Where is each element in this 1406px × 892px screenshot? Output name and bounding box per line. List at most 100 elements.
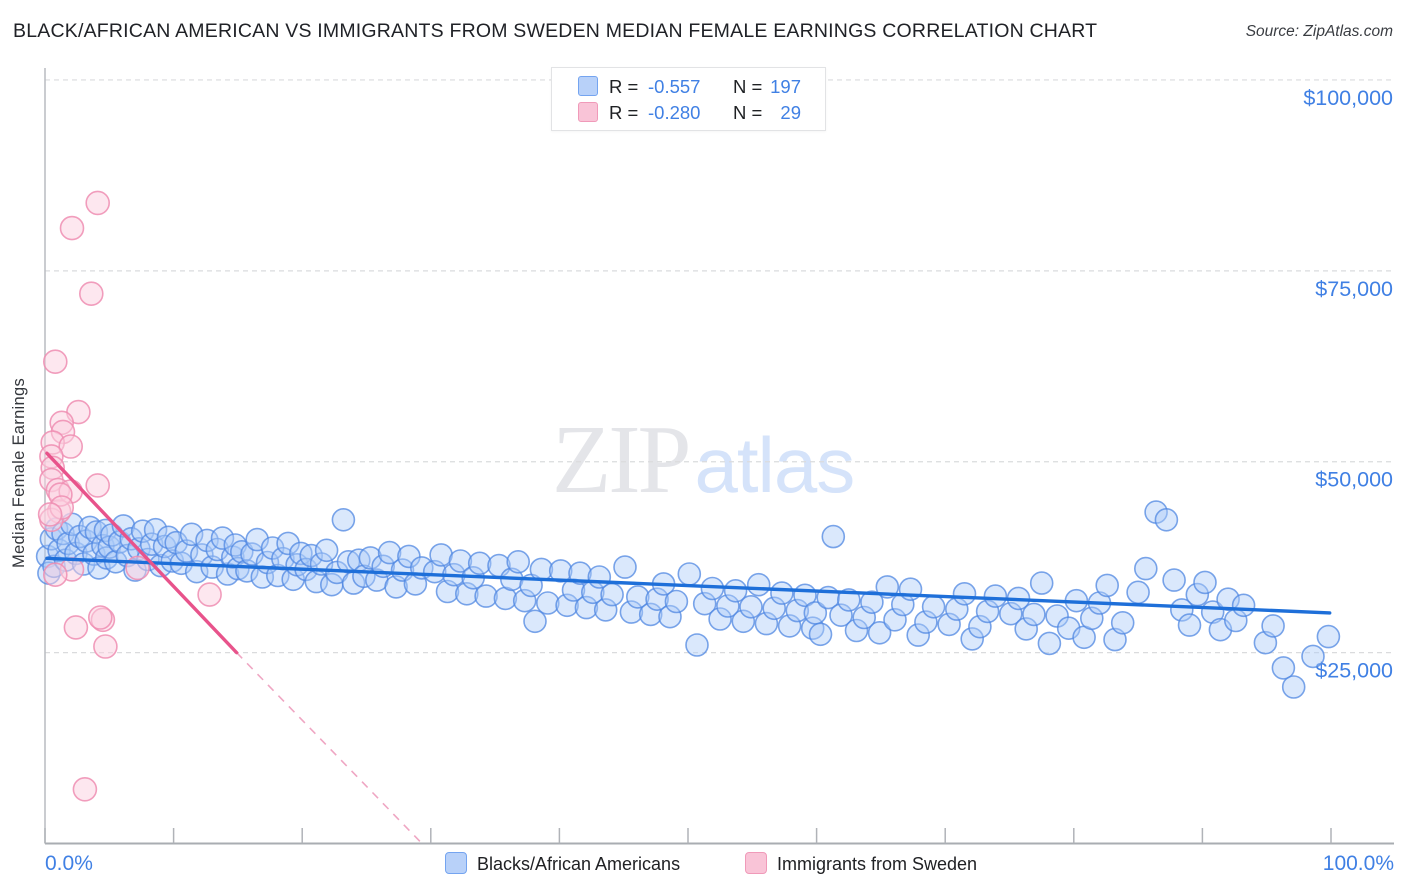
scatter-point-blacks-african-americans[interactable] bbox=[723, 578, 748, 603]
scatter-point-blacks-african-americans[interactable] bbox=[1037, 631, 1062, 656]
scatter-point-blacks-african-americans[interactable] bbox=[619, 600, 644, 624]
scatter-point-blacks-african-americans[interactable] bbox=[777, 614, 802, 638]
scatter-point-blacks-african-americans[interactable] bbox=[1029, 571, 1054, 595]
scatter-point-blacks-african-americans[interactable] bbox=[664, 589, 689, 614]
scatter-point-blacks-african-americans[interactable] bbox=[625, 585, 650, 609]
scatter-point-blacks-african-americans[interactable] bbox=[1022, 602, 1046, 627]
scatter-point-blacks-african-americans[interactable] bbox=[1177, 613, 1202, 637]
scatter-point-blacks-african-americans[interactable] bbox=[754, 611, 779, 636]
scatter-point-blacks-african-americans[interactable] bbox=[638, 602, 663, 627]
scatter-point-blacks-african-americans[interactable] bbox=[968, 614, 992, 639]
scatter-point-blacks-african-americans[interactable] bbox=[1271, 656, 1296, 680]
scatter-point-blacks-african-americans[interactable] bbox=[952, 581, 977, 606]
scatter-point-blacks-african-americans[interactable] bbox=[829, 603, 853, 628]
scatter-point-blacks-african-americans[interactable] bbox=[506, 549, 531, 574]
scatter-point-blacks-african-americans[interactable] bbox=[179, 522, 204, 547]
scatter-point-blacks-african-americans[interactable] bbox=[1261, 614, 1285, 638]
scatter-point-immigrants-sweden[interactable] bbox=[72, 776, 98, 802]
scatter-point-immigrants-sweden[interactable] bbox=[93, 634, 118, 659]
scatter-point-blacks-african-americans[interactable] bbox=[852, 605, 877, 630]
scatter-point-immigrants-sweden[interactable] bbox=[85, 473, 110, 498]
scatter-point-blacks-african-americans[interactable] bbox=[708, 607, 732, 631]
scatter-point-blacks-african-americans[interactable] bbox=[448, 549, 473, 573]
scatter-point-immigrants-sweden[interactable] bbox=[58, 434, 83, 459]
scatter-point-blacks-african-americans[interactable] bbox=[474, 584, 498, 608]
scatter-point-blacks-african-americans[interactable] bbox=[739, 594, 763, 619]
scatter-point-blacks-african-americans[interactable] bbox=[677, 562, 702, 586]
scatter-point-blacks-african-americans[interactable] bbox=[692, 591, 717, 616]
scatter-point-blacks-african-americans[interactable] bbox=[1110, 610, 1135, 635]
scatter-point-blacks-african-americans[interactable] bbox=[358, 546, 383, 570]
scatter-point-blacks-african-americans[interactable] bbox=[1316, 624, 1341, 649]
scatter-point-blacks-african-americans[interactable] bbox=[883, 607, 907, 632]
scatter-point-blacks-african-americans[interactable] bbox=[914, 610, 938, 634]
scatter-point-immigrants-sweden[interactable] bbox=[85, 190, 110, 216]
scatter-point-blacks-african-americans[interactable] bbox=[613, 555, 637, 579]
scatter-point-blacks-african-americans[interactable] bbox=[906, 623, 931, 647]
scatter-point-blacks-african-americans[interactable] bbox=[593, 598, 618, 622]
scatter-point-blacks-african-americans[interactable] bbox=[937, 612, 961, 637]
scatter-point-blacks-african-americans[interactable] bbox=[746, 572, 771, 597]
scatter-point-immigrants-sweden[interactable] bbox=[42, 349, 68, 375]
scatter-point-blacks-african-americans[interactable] bbox=[658, 604, 682, 629]
scatter-point-blacks-african-americans[interactable] bbox=[331, 507, 356, 532]
scatter-point-blacks-african-americans[interactable] bbox=[975, 599, 1000, 624]
scatter-point-blacks-african-americans[interactable] bbox=[808, 622, 833, 647]
scatter-point-immigrants-sweden[interactable] bbox=[79, 281, 104, 307]
scatter-point-blacks-african-americans[interactable] bbox=[960, 627, 985, 651]
scatter-point-immigrants-sweden[interactable] bbox=[197, 582, 222, 607]
legend-swatch-blacks bbox=[578, 76, 598, 96]
scatter-point-blacks-african-americans[interactable] bbox=[1126, 580, 1150, 605]
scatter-point-immigrants-sweden[interactable] bbox=[42, 562, 68, 588]
scatter-point-blacks-african-americans[interactable] bbox=[867, 620, 892, 645]
scatter-point-blacks-african-americans[interactable] bbox=[467, 551, 492, 576]
scatter-point-blacks-african-americans[interactable] bbox=[785, 598, 810, 623]
scatter-point-blacks-african-americans[interactable] bbox=[1162, 568, 1186, 592]
scatter-point-blacks-african-americans[interactable] bbox=[130, 519, 155, 544]
scatter-point-blacks-african-americans[interactable] bbox=[548, 559, 573, 583]
scatter-point-blacks-african-americans[interactable] bbox=[276, 531, 300, 556]
scatter-point-immigrants-sweden[interactable] bbox=[59, 215, 85, 241]
scatter-point-blacks-african-americans[interactable] bbox=[836, 588, 861, 612]
scatter-point-blacks-african-americans[interactable] bbox=[983, 584, 1008, 608]
scatter-point-blacks-african-americans[interactable] bbox=[574, 595, 599, 620]
scatter-point-blacks-african-americans[interactable] bbox=[921, 594, 946, 619]
scatter-point-blacks-african-americans[interactable] bbox=[1095, 573, 1119, 598]
scatter-point-blacks-african-americans[interactable] bbox=[1154, 507, 1179, 532]
scatter-point-blacks-african-americans[interactable] bbox=[111, 514, 136, 538]
scatter-point-immigrants-sweden[interactable] bbox=[88, 605, 113, 630]
scatter-point-blacks-african-americans[interactable] bbox=[821, 524, 846, 549]
scatter-point-blacks-african-americans[interactable] bbox=[600, 582, 624, 607]
scatter-point-blacks-african-americans[interactable] bbox=[998, 601, 1023, 626]
scatter-point-blacks-african-americans[interactable] bbox=[762, 596, 787, 621]
scatter-point-blacks-african-americans[interactable] bbox=[860, 590, 884, 615]
scatter-point-blacks-african-americans[interactable] bbox=[800, 616, 825, 641]
scatter-point-blacks-african-americans[interactable] bbox=[731, 609, 756, 634]
scatter-point-blacks-african-americans[interactable] bbox=[716, 594, 740, 618]
scatter-point-blacks-african-americans[interactable] bbox=[78, 515, 102, 540]
series-swatch-sweden bbox=[745, 852, 767, 874]
scatter-point-blacks-african-americans[interactable] bbox=[645, 587, 669, 612]
scatter-point-blacks-african-americans[interactable] bbox=[685, 633, 709, 657]
scatter-point-blacks-african-americans[interactable] bbox=[1281, 675, 1306, 699]
scatter-point-blacks-african-americans[interactable] bbox=[314, 538, 339, 563]
scatter-point-blacks-african-americans[interactable] bbox=[1301, 644, 1325, 669]
scatter-point-blacks-african-americans[interactable] bbox=[377, 540, 402, 565]
scatter-point-blacks-african-americans[interactable] bbox=[1193, 570, 1217, 595]
scatter-point-blacks-african-americans[interactable] bbox=[844, 618, 869, 643]
scatter-point-blacks-african-americans[interactable] bbox=[1231, 593, 1256, 618]
scatter-point-blacks-african-americans[interactable] bbox=[1080, 606, 1104, 631]
scatter-point-blacks-african-americans[interactable] bbox=[1170, 598, 1194, 622]
scatter-point-blacks-african-americans[interactable] bbox=[568, 561, 592, 586]
scatter-point-blacks-african-americans[interactable] bbox=[523, 609, 547, 634]
scatter-point-blacks-african-americans[interactable] bbox=[555, 593, 579, 618]
scatter-point-blacks-african-americans[interactable] bbox=[512, 588, 537, 613]
scatter-point-blacks-african-americans[interactable] bbox=[1134, 556, 1158, 581]
scatter-point-blacks-african-americans[interactable] bbox=[770, 581, 794, 605]
scatter-point-blacks-african-americans[interactable] bbox=[1014, 617, 1038, 641]
scatter-point-immigrants-sweden[interactable] bbox=[125, 555, 150, 581]
scatter-point-blacks-african-americans[interactable] bbox=[535, 591, 560, 615]
scatter-point-blacks-african-americans[interactable] bbox=[210, 526, 235, 550]
scatter-point-immigrants-sweden[interactable] bbox=[63, 615, 89, 640]
scatter-point-immigrants-sweden[interactable] bbox=[37, 502, 63, 527]
